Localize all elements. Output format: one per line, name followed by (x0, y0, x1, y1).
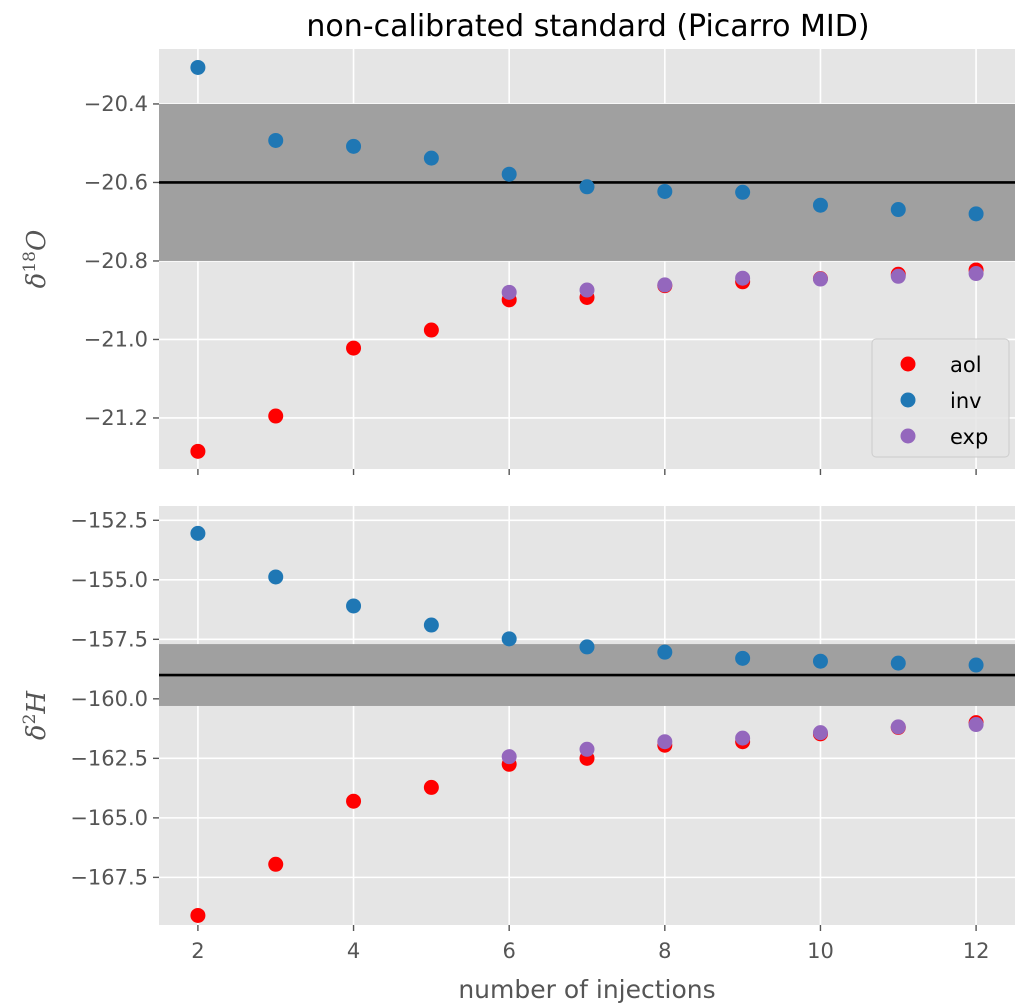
panel-background (159, 506, 1015, 925)
data-points (190, 525, 984, 923)
point-inv (735, 650, 751, 666)
x-tick-label: 12 (963, 939, 990, 963)
y-axis-label-symbol: δ (22, 273, 52, 289)
point-inv (579, 179, 595, 195)
y-tick-label: −20.8 (84, 249, 148, 273)
point-exp (501, 284, 517, 300)
point-inv (968, 657, 984, 673)
point-inv (657, 183, 673, 199)
point-aol (346, 340, 362, 356)
point-exp (968, 717, 984, 733)
y-axis-label: δ2H (20, 690, 52, 740)
legend-label-inv: inv (950, 389, 982, 413)
point-aol (268, 856, 284, 872)
point-inv (968, 206, 984, 222)
point-aol (190, 907, 206, 923)
point-inv (501, 631, 517, 647)
point-inv (890, 655, 906, 671)
legend-frame (871, 338, 1010, 458)
point-aol (423, 779, 439, 795)
point-aol (423, 322, 439, 338)
y-axis-label-symbol: δ (22, 724, 52, 740)
chart-title: non-calibrated standard (Picarro MID) (306, 9, 869, 44)
point-inv (657, 644, 673, 660)
point-aol (268, 408, 284, 424)
y-tick-label: −21.2 (84, 406, 148, 430)
point-exp (579, 282, 595, 298)
point-inv (890, 202, 906, 218)
point-inv (346, 598, 362, 614)
y-tick-label: −155.0 (70, 568, 148, 592)
legend-marker-exp (900, 428, 916, 444)
x-tick-label: 10 (807, 939, 834, 963)
y-axis-label-superscript: 18 (20, 251, 40, 273)
x-tick-label: 8 (658, 939, 671, 963)
point-exp (890, 719, 906, 735)
point-exp (812, 271, 828, 287)
x-tick-label: 4 (347, 939, 360, 963)
y-axis-label-element: H (22, 690, 52, 715)
point-inv (579, 639, 595, 655)
legend-marker-inv (900, 392, 916, 408)
y-tick-label: −157.5 (70, 627, 148, 651)
point-exp (657, 277, 673, 293)
y-tick-label: −162.5 (70, 746, 148, 770)
y-axis-label: δ18O (20, 230, 52, 289)
x-axis-label: number of injections (458, 975, 715, 1004)
y-axis-label-element: O (22, 230, 52, 251)
y-tick-label: −160.0 (70, 687, 148, 711)
y-tick-label: −167.5 (70, 865, 148, 889)
point-inv (190, 525, 206, 541)
point-inv (268, 132, 284, 148)
legend-marker-aol (900, 356, 916, 372)
y-tick-label: −20.4 (84, 92, 148, 116)
x-tick-label: 2 (191, 939, 204, 963)
point-exp (890, 268, 906, 284)
point-inv (423, 617, 439, 633)
legend-label-aol: aol (950, 353, 982, 377)
point-exp (501, 749, 517, 765)
y-tick-label: −165.0 (70, 806, 148, 830)
y-tick-label: −20.6 (84, 170, 148, 194)
y-tick-label: −21.0 (84, 327, 148, 351)
point-inv (268, 569, 284, 585)
point-inv (346, 138, 362, 154)
legend: aol inv exp (871, 338, 1010, 458)
point-inv (423, 150, 439, 166)
point-inv (190, 59, 206, 75)
point-inv (735, 184, 751, 200)
point-exp (812, 725, 828, 741)
point-exp (657, 734, 673, 750)
panel-d2h: 2 4 6 8 10 12 −152.5 −155.0 −157.5 −160.0 −162.5 −1… (20, 506, 1015, 1004)
point-inv (812, 653, 828, 669)
point-aol (190, 443, 206, 459)
point-inv (501, 166, 517, 182)
legend-label-exp: exp (950, 425, 988, 449)
point-exp (735, 730, 751, 746)
data-points (190, 59, 984, 459)
y-tick-label: −152.5 (70, 508, 148, 532)
point-inv (812, 197, 828, 213)
point-exp (735, 270, 751, 286)
point-exp (579, 741, 595, 757)
point-aol (346, 793, 362, 809)
x-tick-label: 6 (502, 939, 515, 963)
y-axis-label-superscript: 2 (20, 714, 40, 725)
point-exp (968, 266, 984, 282)
